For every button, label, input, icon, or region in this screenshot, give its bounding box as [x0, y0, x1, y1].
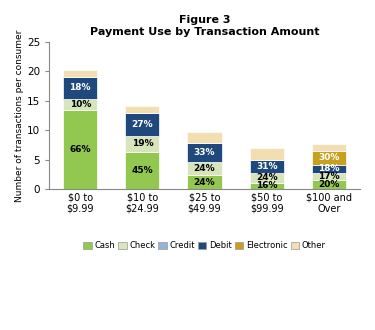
Bar: [312, 151, 346, 165]
Text: 20%: 20%: [318, 180, 339, 189]
Y-axis label: Number of transactions per consumer: Number of transactions per consumer: [15, 29, 24, 202]
Bar: [63, 77, 98, 99]
Bar: [250, 182, 284, 189]
Bar: [312, 180, 346, 189]
Text: 45%: 45%: [132, 166, 153, 175]
Bar: [125, 114, 159, 136]
Text: 30%: 30%: [318, 153, 339, 162]
Text: 66%: 66%: [69, 145, 91, 154]
Text: 18%: 18%: [69, 83, 91, 92]
Legend: Cash, Check, Credit, Debit, Electronic, Other: Cash, Check, Credit, Debit, Electronic, …: [80, 238, 329, 253]
Text: 24%: 24%: [194, 164, 215, 173]
Bar: [188, 176, 222, 189]
Bar: [63, 111, 98, 189]
Bar: [188, 132, 222, 143]
Bar: [63, 99, 98, 111]
Text: 19%: 19%: [132, 139, 153, 148]
Text: 33%: 33%: [194, 148, 215, 157]
Text: 24%: 24%: [256, 173, 278, 182]
Bar: [250, 160, 284, 173]
Title: Figure 3
Payment Use by Transaction Amount: Figure 3 Payment Use by Transaction Amou…: [90, 15, 319, 37]
Bar: [63, 70, 98, 77]
Bar: [188, 162, 222, 176]
Bar: [125, 152, 159, 189]
Text: 10%: 10%: [70, 100, 91, 109]
Bar: [312, 173, 346, 180]
Bar: [188, 143, 222, 162]
Text: 31%: 31%: [256, 162, 278, 171]
Bar: [312, 144, 346, 151]
Bar: [312, 165, 346, 173]
Bar: [125, 106, 159, 114]
Text: 24%: 24%: [194, 178, 215, 187]
Text: 27%: 27%: [132, 120, 153, 129]
Text: 16%: 16%: [256, 182, 278, 190]
Text: 18%: 18%: [318, 164, 339, 173]
Bar: [125, 136, 159, 152]
Bar: [250, 173, 284, 182]
Text: 17%: 17%: [318, 172, 340, 181]
Bar: [250, 148, 284, 160]
